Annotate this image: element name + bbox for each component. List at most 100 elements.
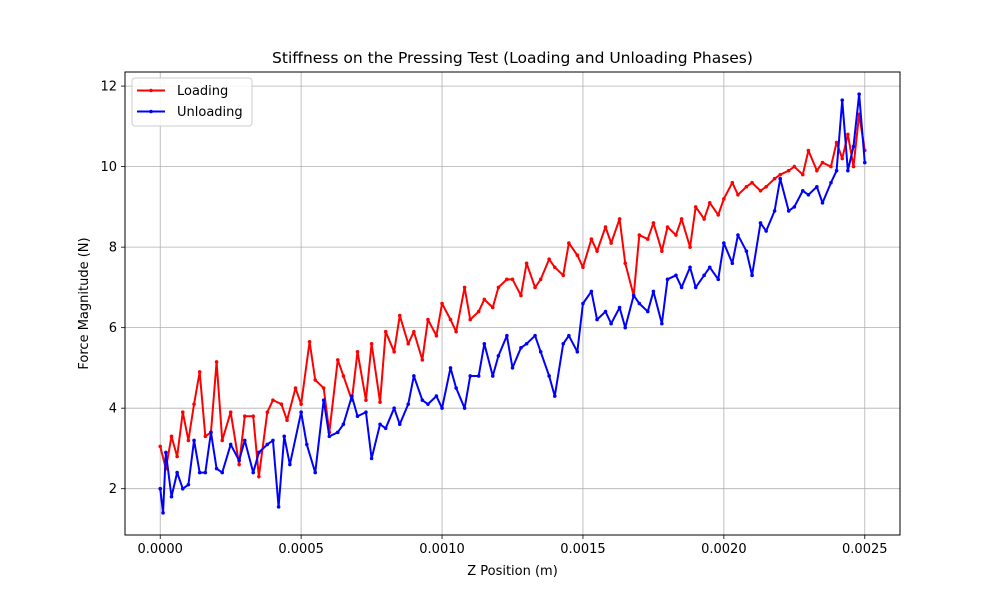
unloading-point — [214, 466, 219, 471]
loading-point — [299, 402, 303, 406]
unloading-point — [857, 92, 861, 96]
loading-point — [186, 438, 191, 443]
loading-point — [764, 184, 768, 189]
unloading-point — [321, 398, 326, 402]
loading-point — [846, 132, 850, 137]
unloading-point — [660, 321, 664, 326]
loading-series — [158, 112, 867, 479]
loading-point — [454, 329, 458, 334]
loading-point — [806, 148, 811, 153]
unloading-point — [299, 410, 303, 415]
unloading-point — [468, 374, 473, 378]
loading-point — [595, 249, 599, 253]
loading-point — [693, 205, 698, 209]
unloading-point — [806, 193, 811, 197]
unloading-point — [510, 366, 515, 370]
y-tick-label: 2 — [109, 482, 117, 497]
unloading-point — [567, 333, 571, 338]
unloading-point — [736, 233, 740, 237]
unloading-point — [276, 505, 281, 509]
loading-point — [617, 217, 622, 221]
unloading-point — [271, 438, 275, 443]
unloading-point — [203, 470, 208, 475]
loading-point — [829, 164, 833, 169]
loading-point — [237, 462, 241, 467]
unloading-point — [581, 301, 585, 306]
loading-point — [702, 217, 706, 221]
legend-label-unloading: Unloading — [177, 105, 243, 120]
loading-point — [750, 180, 754, 185]
x-tick-label: 0.0015 — [560, 542, 606, 557]
unloading-point — [220, 470, 225, 475]
loading-point — [660, 249, 664, 253]
unloading-point — [786, 209, 791, 213]
loading-point — [792, 164, 797, 169]
loading-point — [285, 418, 289, 423]
unloading-point — [505, 333, 509, 338]
loading-point — [412, 329, 416, 334]
unloading-point — [378, 422, 382, 427]
loading-point — [510, 277, 515, 282]
unloading-point — [304, 442, 309, 447]
unloading-point — [595, 317, 599, 322]
unloading-point — [406, 402, 411, 406]
loading-point — [722, 197, 726, 201]
unloading-point — [547, 374, 551, 378]
loading-point — [623, 261, 628, 266]
unloading-point — [758, 221, 763, 225]
unloading-point — [764, 229, 768, 233]
unloading-point — [617, 305, 622, 310]
loading-point — [158, 444, 163, 449]
loading-point — [482, 297, 487, 302]
loading-point — [840, 156, 845, 161]
unloading-point — [169, 494, 174, 499]
unloading-point — [412, 374, 416, 378]
unloading-point — [197, 470, 202, 475]
unloading-point — [645, 309, 650, 314]
unloading-point — [350, 394, 354, 398]
loading-point — [462, 285, 467, 290]
loading-point — [603, 225, 608, 229]
unloading-point — [397, 422, 402, 427]
loading-point — [383, 329, 388, 334]
unloading-point — [609, 321, 613, 326]
loading-point — [341, 374, 346, 378]
loading-point — [392, 350, 396, 354]
loading-point — [476, 309, 481, 314]
unloading-point — [561, 341, 566, 346]
unloading-point — [369, 456, 374, 461]
unloading-point — [426, 402, 430, 406]
unloading-point — [341, 422, 346, 427]
loading-point — [665, 225, 670, 229]
unloading-point — [533, 333, 537, 338]
unloading-point — [448, 366, 453, 370]
loading-point — [378, 400, 382, 404]
unloading-point — [282, 434, 287, 439]
loading-point — [271, 398, 275, 402]
loading-point — [815, 168, 819, 173]
loading-point — [397, 313, 402, 318]
unloading-point — [392, 406, 396, 410]
loading-point — [426, 317, 430, 322]
y-tick-label: 8 — [109, 241, 117, 256]
unloading-point — [265, 442, 270, 447]
x-tick-label: 0.0025 — [842, 542, 888, 557]
loading-point — [567, 241, 571, 245]
loading-point — [496, 285, 501, 290]
chart-title: Stiffness on the Pressing Test (Loading … — [272, 49, 753, 67]
unloading-point — [702, 273, 706, 278]
unloading-point — [631, 293, 636, 298]
unloading-point — [623, 325, 628, 330]
loading-point — [538, 277, 543, 282]
unloading-point — [524, 341, 529, 346]
loading-point — [786, 168, 791, 173]
loading-point — [257, 474, 261, 479]
unloading-point — [674, 273, 678, 278]
loading-point — [851, 164, 856, 169]
loading-point — [369, 341, 374, 346]
unloading-point — [679, 285, 684, 290]
unloading-point — [257, 450, 261, 455]
loading-point — [175, 454, 179, 459]
unloading-point — [688, 265, 692, 270]
x-tick-label: 0.0000 — [137, 542, 183, 557]
